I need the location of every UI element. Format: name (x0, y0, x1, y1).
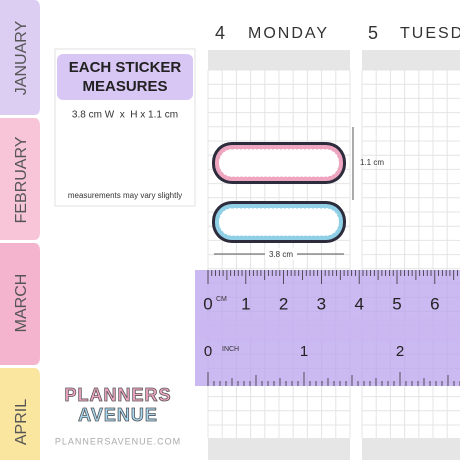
sticker-inner (279, 212, 299, 232)
dimension-label: 3.8 cm (269, 250, 293, 259)
tab-label: MARCH (13, 274, 30, 333)
ruler-number: 0 (204, 343, 212, 360)
column-footer (362, 438, 460, 460)
sticker-inner (259, 212, 279, 232)
ruler-number: 2 (396, 343, 404, 360)
column-header (208, 50, 350, 70)
ruler-number: 1 (241, 294, 250, 313)
label-bg (265, 248, 297, 260)
ruler-number: 6 (430, 294, 439, 313)
tab-label: JANUARY (13, 20, 30, 95)
tab (0, 0, 40, 115)
dimension-label: 1.1 cm (360, 158, 384, 167)
stickers (212, 142, 346, 243)
ruler-unit: CM (216, 296, 227, 303)
sticker-inner (219, 212, 239, 232)
tab-label: APRIL (13, 399, 30, 445)
sticker-inner (219, 153, 239, 173)
info-note: measurements may vary slightly (68, 191, 182, 200)
tab (0, 118, 40, 240)
logo-text: PLANNERS (64, 385, 171, 405)
tab-label: FEBRUARY (13, 136, 30, 223)
day-number: 4 (215, 23, 225, 43)
sticker-inner (299, 212, 319, 232)
column-header (362, 50, 460, 70)
ruler-number: 0 (203, 294, 212, 313)
website: PLANNERSAVENUE.COM (55, 436, 181, 446)
tab (0, 368, 40, 460)
info-title: EACH STICKER (69, 59, 182, 76)
ruler-band (195, 318, 460, 340)
info-title: MEASURES (82, 78, 167, 95)
sticker-inner (259, 153, 279, 173)
sticker-inner (319, 153, 339, 173)
tab (0, 243, 40, 365)
column-footer (208, 438, 350, 460)
ruler: CM INCH 0 1 2 3 4 5 6 0 1 2 (195, 270, 460, 386)
day-name: TUESD (400, 25, 460, 42)
ruler-number: 4 (354, 294, 363, 313)
day-name: MONDAY (248, 25, 329, 42)
info-dimensions: 3.8 cm W x H x 1.1 cm (72, 110, 178, 121)
day-number: 5 (368, 23, 378, 43)
info-label (57, 54, 193, 100)
ruler-number: 1 (300, 343, 308, 360)
sticker-inner (299, 153, 319, 173)
sticker-inner (279, 153, 299, 173)
sticker-inner (319, 212, 339, 232)
ruler-number: 2 (279, 294, 288, 313)
ruler-number: 5 (392, 294, 401, 313)
sticker-inner (239, 212, 259, 232)
ruler-number: 3 (317, 294, 326, 313)
planner-grid (207, 50, 460, 460)
sticker-inner (239, 153, 259, 173)
logo-text: AVENUE (78, 405, 158, 425)
ruler-unit: INCH (222, 346, 239, 353)
